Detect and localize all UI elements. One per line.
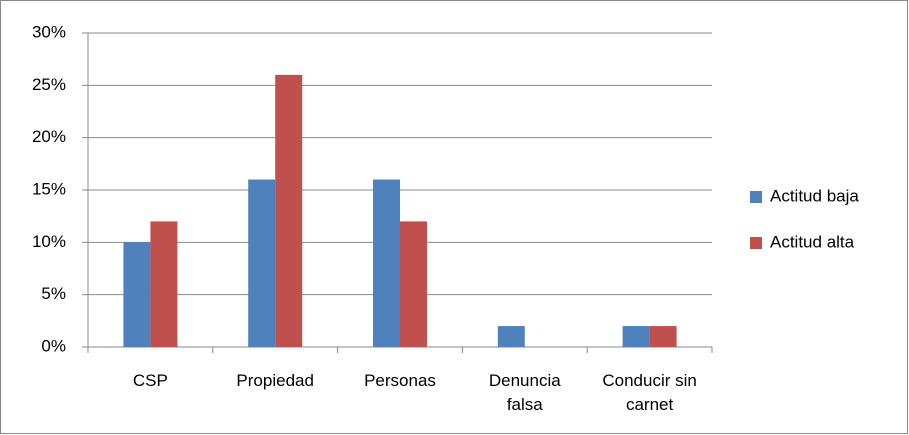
x-tick-label: Propiedad bbox=[236, 371, 314, 390]
x-tick-label: Personas bbox=[364, 371, 436, 390]
legend-swatch bbox=[750, 237, 762, 249]
x-tick-label: CSP bbox=[132, 371, 168, 390]
bar bbox=[123, 242, 151, 347]
legend-label: Actitud baja bbox=[770, 186, 859, 205]
x-tick-label: Denuncia falsa bbox=[488, 371, 561, 414]
bar bbox=[248, 179, 276, 347]
y-tick-label: 30% bbox=[32, 22, 66, 41]
legend-swatch bbox=[750, 191, 762, 203]
y-tick-label: 25% bbox=[32, 75, 66, 94]
bar bbox=[400, 221, 427, 347]
bar bbox=[622, 326, 650, 347]
bar bbox=[275, 74, 303, 347]
x-tick-label: Conducir sin carnet bbox=[602, 371, 697, 414]
y-tick-label: 10% bbox=[32, 232, 66, 251]
y-tick-label: 0% bbox=[41, 336, 66, 355]
bar bbox=[373, 179, 400, 347]
bar bbox=[150, 221, 178, 347]
legend-label: Actitud alta bbox=[770, 232, 855, 251]
bar bbox=[497, 326, 525, 347]
y-tick-label: 5% bbox=[41, 284, 66, 303]
y-tick-label: 20% bbox=[32, 127, 66, 146]
bar bbox=[649, 326, 677, 347]
y-tick-label: 15% bbox=[32, 179, 66, 198]
